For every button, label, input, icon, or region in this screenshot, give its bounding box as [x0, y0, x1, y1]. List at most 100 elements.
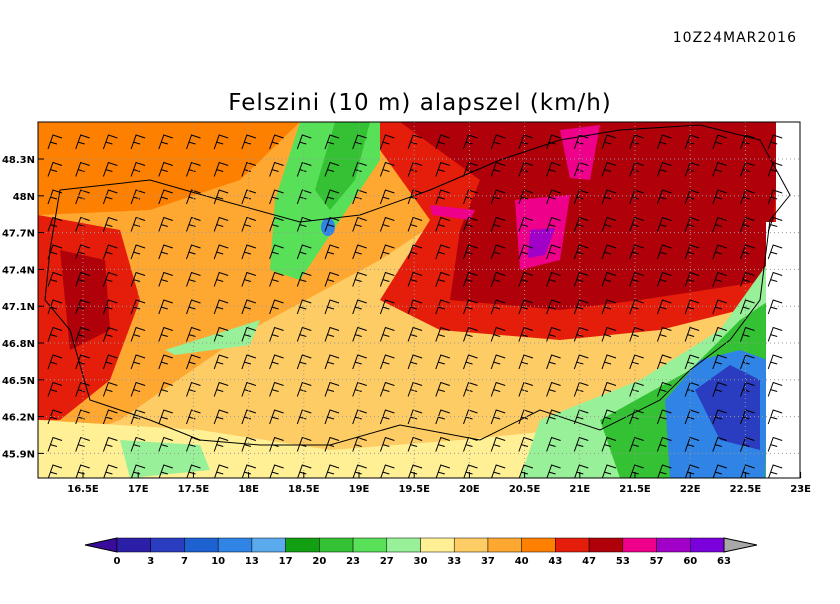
- wind-barb: [546, 189, 561, 205]
- wind-barb: [296, 409, 312, 425]
- wind-barb: [684, 271, 700, 287]
- wind-barb: [518, 436, 534, 452]
- wind-barb: [296, 161, 312, 177]
- wind-barb: [296, 134, 312, 150]
- x-tick-label: 19.5E: [398, 484, 430, 495]
- wind-barb: [407, 409, 423, 425]
- wind-barb: [379, 271, 395, 287]
- wind-barb: [269, 161, 284, 177]
- wind-barb: [130, 244, 146, 260]
- wind-barb: [352, 354, 367, 370]
- colorbar-label: 10: [211, 556, 225, 567]
- wind-barb: [47, 354, 63, 370]
- wind-barb: [379, 134, 395, 150]
- wind-barb: [656, 326, 672, 342]
- wind-barb: [269, 409, 284, 425]
- colorbar-box: [285, 537, 320, 553]
- colorbar-label: 60: [683, 556, 697, 567]
- y-tick-label: 48.3N: [2, 155, 35, 166]
- wind-barb: [518, 244, 534, 260]
- colorbar-box: [622, 537, 657, 553]
- wind-barb: [241, 326, 257, 342]
- wind-barb: [546, 216, 561, 232]
- wind-barb: [463, 244, 478, 260]
- wind-barb: [352, 244, 367, 260]
- wind-barb: [435, 354, 450, 370]
- wind-barb: [407, 354, 423, 370]
- colorbar-box: [521, 537, 556, 553]
- wind-barb: [435, 409, 450, 425]
- wind-barb: [241, 271, 257, 287]
- plot-frame: [37, 121, 801, 479]
- wind-barb: [601, 244, 617, 260]
- wind-barb: [712, 326, 727, 342]
- wind-barb: [546, 436, 561, 452]
- wind-barb: [601, 299, 617, 315]
- wind-barb: [684, 299, 700, 315]
- wind-barb: [407, 134, 423, 150]
- wind-barb: [601, 436, 617, 452]
- wind-barb: [241, 134, 257, 150]
- wind-barb: [352, 409, 367, 425]
- wind-barb: [213, 134, 229, 150]
- colorbar-box: [352, 537, 388, 553]
- wind-barb: [573, 326, 589, 342]
- wind-barb: [518, 271, 534, 287]
- wind-barb: [296, 299, 312, 315]
- wind-barb: [130, 436, 146, 452]
- wind-barb: [241, 464, 257, 478]
- wind-barb: [712, 409, 727, 425]
- wind-barb: [767, 381, 783, 397]
- wind-barb: [518, 216, 534, 232]
- wind-barb: [158, 189, 173, 205]
- wind-barb: [379, 189, 395, 205]
- wind-barb: [601, 134, 617, 150]
- wind-barb: [102, 354, 118, 370]
- wind-barb: [712, 464, 727, 478]
- wind-barb: [158, 271, 173, 287]
- wind-barb: [75, 271, 90, 287]
- wind-barb: [767, 161, 783, 177]
- wind-barb: [352, 381, 367, 397]
- wind-barb: [158, 326, 173, 342]
- wind-barb: [546, 381, 561, 397]
- wind-barb: [213, 216, 229, 232]
- wind-barb: [435, 244, 450, 260]
- wind-barb: [546, 354, 561, 370]
- wind-barb: [296, 271, 312, 287]
- wind-barb: [75, 326, 90, 342]
- wind-barb: [656, 244, 672, 260]
- wind-barb: [601, 271, 617, 287]
- wind-barb: [684, 244, 700, 260]
- wind-barb: [130, 216, 146, 232]
- colorbar-label: 27: [380, 556, 394, 567]
- colorbar-label: 17: [279, 556, 293, 567]
- wind-barb: [102, 326, 118, 342]
- wind-barb: [490, 299, 506, 315]
- wind-field: [38, 122, 800, 478]
- wind-barb: [740, 299, 755, 315]
- wind-barb: [102, 409, 118, 425]
- wind-barb: [629, 326, 644, 342]
- wind-barb: [130, 161, 146, 177]
- wind-barb: [47, 299, 63, 315]
- wind-barb: [656, 381, 672, 397]
- wind-barb: [518, 299, 534, 315]
- wind-barb: [601, 326, 617, 342]
- wind-barb: [712, 299, 727, 315]
- wind-barb: [352, 299, 367, 315]
- wind-barb: [158, 381, 173, 397]
- wind-barb: [712, 161, 727, 177]
- wind-barb: [491, 464, 506, 478]
- wind-barb: [656, 189, 672, 205]
- y-tick-label: 46.2N: [2, 413, 35, 424]
- colorbar-box: [217, 537, 253, 553]
- wind-barb: [573, 299, 589, 315]
- wind-barb: [130, 464, 146, 478]
- wind-barb: [47, 216, 63, 232]
- wind-barb: [629, 436, 644, 452]
- wind-barb: [75, 244, 90, 260]
- wind-barb: [297, 464, 312, 478]
- colorbar-box: [656, 537, 691, 553]
